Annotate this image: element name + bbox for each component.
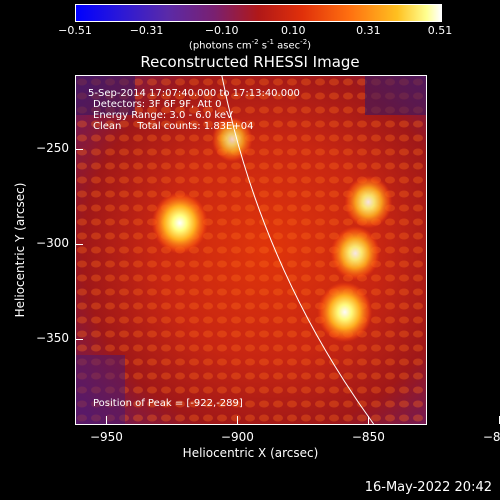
heatmap-source bbox=[151, 192, 208, 254]
colorbar-tick-label: 0.51 bbox=[427, 24, 453, 37]
x-tick-label: −900 bbox=[220, 430, 254, 444]
heatmap-sources bbox=[151, 117, 393, 343]
x-tick-label: −950 bbox=[89, 430, 123, 444]
heatmap-plot bbox=[75, 75, 426, 424]
solar-limb-curve bbox=[221, 75, 375, 424]
annotation-time: 5-Sep-2014 17:07:40.000 to 17:13:40.000 bbox=[88, 88, 300, 99]
y-axis-label: Heliocentric Y (arcsec) bbox=[13, 182, 27, 318]
colorbar-tick-label: 0.10 bbox=[281, 24, 306, 37]
x-tick-mark bbox=[106, 416, 108, 424]
y-tick-mark bbox=[75, 243, 83, 245]
colorbar-units: (photons cm-2 s-1 asec-2) bbox=[188, 38, 312, 52]
heatmap-corner-dark-tr bbox=[365, 75, 426, 115]
x-tick-label: −850 bbox=[351, 430, 385, 444]
y-tick-label: −300 bbox=[36, 235, 69, 250]
annotation-detectors: Detectors: 3F 6F 9F, Att 0 bbox=[93, 99, 222, 110]
annotation-clean: Clean Total counts: 1.83E+04 bbox=[93, 121, 254, 132]
annotation-peak: Position of Peak = [-922,-289] bbox=[93, 398, 243, 409]
heatmap-corner-dark-tl bbox=[75, 75, 135, 115]
colorbar-tick-label: −0.51 bbox=[58, 24, 92, 37]
heatmap-source bbox=[344, 175, 393, 229]
plot-frame bbox=[75, 75, 427, 425]
y-tick-mark bbox=[75, 338, 83, 340]
chart-title: Reconstructed RHESSI Image bbox=[140, 53, 360, 71]
heatmap-corner-dark-bl bbox=[75, 355, 125, 424]
colorbar-tick-label: −0.10 bbox=[204, 24, 239, 37]
heatmap-source bbox=[317, 282, 373, 343]
y-tick-mark bbox=[75, 148, 83, 150]
annotation-energy: Energy Range: 3.0 - 6.0 keV bbox=[93, 110, 233, 121]
colorbar bbox=[75, 4, 442, 22]
heatmap-source bbox=[330, 226, 380, 281]
footer-timestamp: 16-May-2022 20:42 bbox=[364, 480, 492, 495]
y-tick-label: −350 bbox=[36, 330, 69, 345]
x-tick-mark bbox=[237, 416, 239, 424]
y-tick-label: −250 bbox=[36, 140, 69, 155]
x-tick-label: −800 bbox=[482, 430, 500, 444]
colorbar-tick-label: −0.31 bbox=[129, 24, 164, 37]
x-axis-label: Heliocentric X (arcsec) bbox=[182, 446, 319, 460]
x-tick-mark bbox=[368, 416, 370, 424]
colorbar-tick-label: 0.31 bbox=[356, 24, 381, 37]
heatmap-source bbox=[211, 117, 253, 162]
